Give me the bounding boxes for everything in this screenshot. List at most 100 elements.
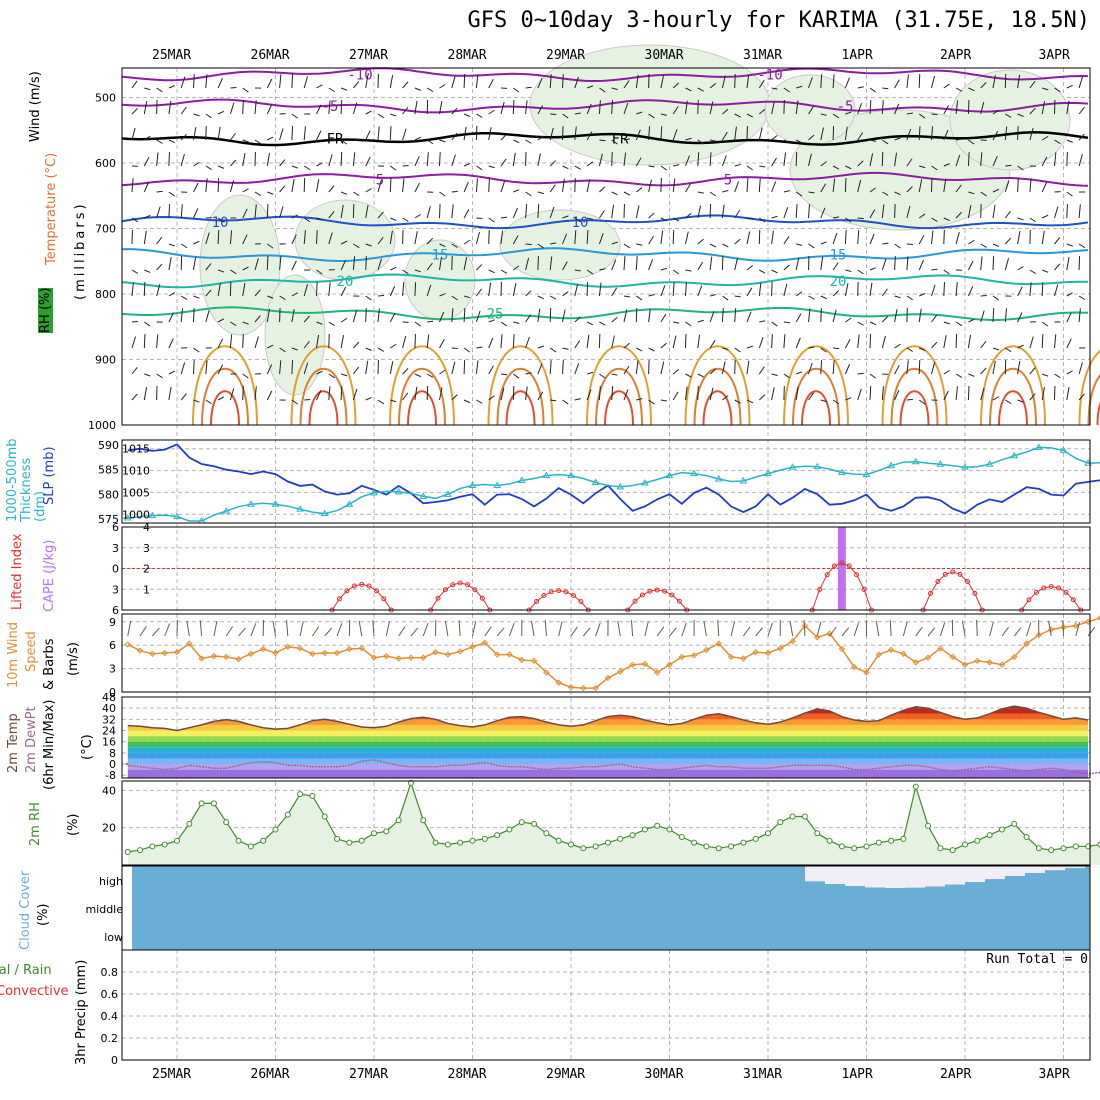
wind-barb: [266, 390, 273, 401]
rh-point: [752, 835, 759, 842]
wind-barb-10m: [617, 620, 621, 637]
wind-barb: [894, 390, 900, 401]
wind-barb: [340, 318, 348, 323]
rh-tick-20: 20: [102, 822, 116, 835]
wind-barb: [722, 189, 729, 193]
thickness-marker: [148, 511, 157, 519]
wind-barb: [1054, 87, 1061, 93]
wind-barb: [451, 132, 458, 141]
wind-barb: [832, 309, 837, 323]
wind-barb: [697, 87, 704, 92]
wind-barb: [267, 295, 274, 299]
lifted-index-point: [373, 588, 379, 594]
wind-barb: [697, 285, 703, 297]
wind-barb: [488, 127, 492, 141]
wind-barb: [180, 154, 185, 167]
date-label-1apr: 1APR: [841, 48, 873, 63]
wind-barb: [746, 217, 754, 220]
wind-speed-point: [567, 684, 575, 691]
wind-barb: [426, 334, 430, 349]
wind-barb: [439, 293, 446, 297]
wind-barb-10m: [656, 626, 665, 637]
thickness-marker: [936, 460, 945, 467]
wind-barb: [242, 188, 249, 193]
temp-band: [127, 736, 1089, 742]
wind-barb: [291, 360, 294, 375]
upper-tick-900: 900: [95, 353, 116, 366]
upper-tick-1000: 1000: [88, 419, 116, 432]
wind-barb: [267, 191, 274, 195]
wind-barb: [500, 216, 508, 219]
wind-barb: [759, 320, 766, 323]
wind-barb: [488, 319, 495, 323]
wind-barb: [279, 347, 286, 353]
wind-barb: [685, 212, 692, 219]
wind-barb: [881, 386, 884, 401]
wind-barb: [328, 386, 331, 401]
wind-barb: [426, 237, 434, 245]
wind-barb: [390, 113, 397, 117]
wind-barb: [1078, 76, 1084, 89]
wind-barb-10m: [853, 622, 860, 637]
lifted-index-point: [435, 595, 441, 601]
wind-barb: [377, 236, 384, 245]
precip-tick: 0.8: [101, 966, 119, 979]
wind-barb: [266, 364, 273, 375]
upper-tick-700: 700: [95, 222, 116, 235]
wind-barb: [439, 101, 443, 115]
wind-barb: [955, 231, 960, 245]
wind-barb: [254, 191, 262, 197]
wind-barb: [721, 204, 725, 219]
wind-barb: [611, 100, 614, 115]
wind-barb-10m: [582, 627, 591, 637]
wind-barb: [586, 334, 590, 349]
wind-barb: [734, 347, 741, 353]
wind-barb: [131, 178, 134, 193]
temp-band: [127, 708, 1089, 714]
wind-barb: [771, 321, 778, 327]
wind-barb: [377, 126, 380, 141]
wind-barb: [611, 204, 615, 219]
thickness-marker: [296, 505, 305, 512]
wind-barb: [869, 282, 873, 297]
thickness-marker: [887, 461, 896, 469]
lifted-index-point: [935, 578, 941, 584]
wind-speed-point: [420, 654, 427, 661]
wind-barb: [303, 126, 306, 141]
wind-barb: [1054, 152, 1057, 167]
wind-barb: [303, 165, 311, 171]
wind-barb: [955, 100, 959, 115]
wind-barb: [586, 161, 594, 167]
wind-barb: [426, 262, 433, 271]
wind-barb: [291, 399, 298, 405]
wind-barb: [488, 395, 495, 401]
wind-barb: [660, 361, 665, 375]
cloud-free-gap: [1025, 866, 1045, 873]
wind-barb-10m: [484, 626, 492, 637]
wind-barb: [439, 191, 446, 197]
wind-barb-10m: [789, 620, 794, 637]
rh-point: [604, 839, 611, 846]
thickness-marker: [837, 468, 846, 476]
wind-barb: [844, 77, 850, 89]
date-label-1apr: 1APR: [841, 1067, 873, 1082]
wind-barb: [832, 360, 835, 375]
wind-barb: [217, 364, 224, 375]
rh-point: [137, 847, 144, 854]
wind-barb: [439, 369, 446, 375]
wind-barb: [414, 231, 418, 245]
thickness-marker: [961, 463, 969, 470]
wind-barb: [205, 310, 210, 323]
lifted-index-point: [534, 599, 540, 605]
wind-speed-point: [653, 669, 661, 676]
wind-barb: [955, 282, 958, 297]
precip-tick: 0: [111, 1054, 118, 1067]
precip-tick: 0.4: [101, 1010, 119, 1023]
isotherm-label: -10: [347, 68, 372, 84]
wind-barb: [1029, 393, 1036, 401]
wind-barb: [512, 100, 515, 115]
rh-point: [740, 839, 747, 846]
wind-barb: [242, 100, 244, 115]
wind-barb: [1066, 243, 1073, 247]
